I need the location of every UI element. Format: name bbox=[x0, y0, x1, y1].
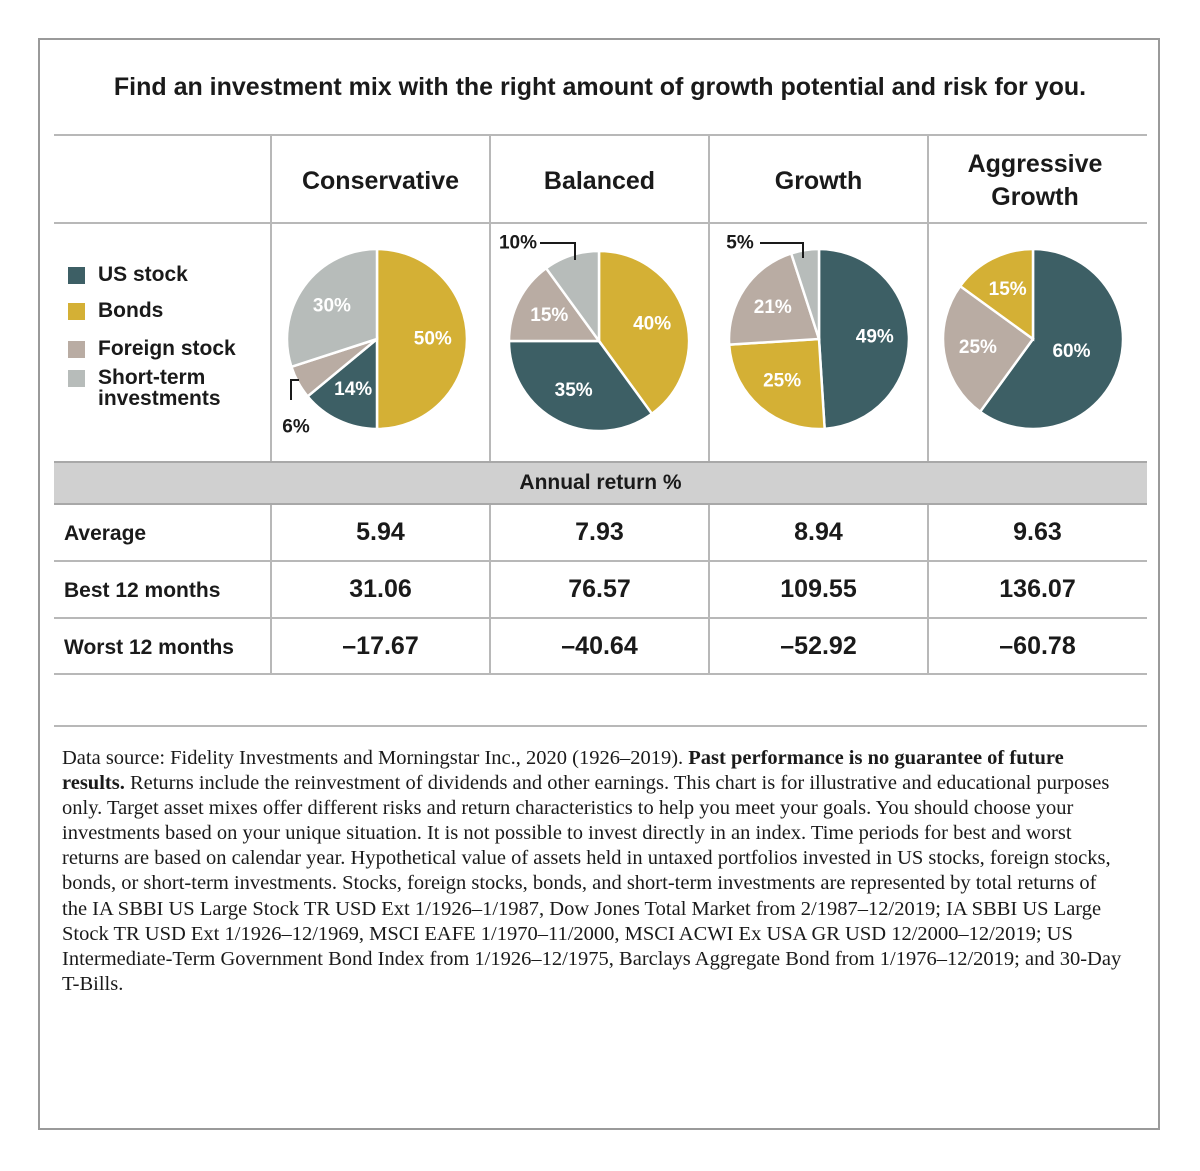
legend-item-us-stock: US stock bbox=[68, 264, 188, 285]
column-header-balanced: Balanced bbox=[543, 167, 656, 195]
column-header-conservative: Conservative bbox=[301, 167, 460, 195]
slice-label: 6% bbox=[282, 417, 310, 438]
cell-worst-growth: –52.92 bbox=[780, 632, 857, 660]
cell-best-balanced: 76.57 bbox=[568, 575, 631, 603]
slice-label: 49% bbox=[856, 327, 894, 348]
legend-swatch-bonds bbox=[68, 303, 85, 320]
footnote-text-2: Returns include the reinvestment of divi… bbox=[62, 772, 1122, 995]
grid-col-divider-1 bbox=[270, 134, 272, 461]
pie-slice-bonds bbox=[597, 249, 691, 416]
row-label-best-12-months: Best 12 months bbox=[64, 579, 221, 602]
footnote-bold: Past performance is no guarantee of futu… bbox=[62, 747, 1064, 795]
footnote: Data source: Fidelity Investments and Mo… bbox=[62, 746, 1122, 997]
pie-slice-us-stock bbox=[507, 339, 654, 433]
cell-worst-aggressive-growth: –60.78 bbox=[999, 632, 1076, 660]
slice-label: 10% bbox=[499, 233, 537, 254]
legend-swatch-foreign-stock bbox=[68, 341, 85, 358]
legend-item-foreign-stock: Foreign stock bbox=[68, 338, 236, 359]
slice-label: 60% bbox=[1052, 341, 1090, 362]
chart-frame bbox=[38, 38, 1160, 1130]
pie-slice-foreign-stock bbox=[941, 284, 1035, 414]
pie-slice-short-term bbox=[789, 247, 821, 340]
cell-average-aggressive-growth: 9.63 bbox=[1013, 518, 1062, 546]
slice-label: 35% bbox=[555, 380, 593, 401]
grid-col-divider-3 bbox=[708, 134, 710, 461]
slice-label: 40% bbox=[633, 313, 671, 334]
pie-charts: 50% 14% 6% 30% 40% 35% 15% 10% 49% 25% 21% 5% 60% 25%… bbox=[282, 233, 1125, 438]
pie-slice-us-stock bbox=[978, 247, 1125, 431]
pie-slice-foreign-stock bbox=[507, 266, 602, 343]
pie-growth: 49% 25% 21% 5% bbox=[726, 233, 911, 431]
slice-label: 14% bbox=[334, 379, 372, 400]
legend-label: Bonds bbox=[98, 299, 164, 322]
grid-col-divider-4 bbox=[927, 134, 929, 461]
cell-worst-conservative: –17.67 bbox=[342, 632, 419, 660]
grid-col-divider-2 bbox=[489, 134, 491, 461]
slice-label: 5% bbox=[726, 233, 754, 254]
pie-conservative: 50% 14% 6% 30% bbox=[282, 247, 469, 438]
chart-title: Find an investment mix with the right am… bbox=[113, 73, 1087, 101]
legend-label: Short-term investments bbox=[98, 366, 221, 410]
slice-label: 25% bbox=[959, 337, 997, 358]
grid-col-divider-7 bbox=[708, 505, 710, 674]
legend-item-short-term: Short-term investments bbox=[68, 367, 258, 409]
grid-col-divider-5 bbox=[270, 505, 272, 674]
cell-average-balanced: 7.93 bbox=[575, 518, 624, 546]
grid-line-row-2 bbox=[54, 617, 1147, 619]
grid-line-row-1 bbox=[54, 560, 1147, 562]
column-header-aggressive-growth: Aggressive Growth bbox=[967, 150, 1103, 211]
legend-swatch-short-term bbox=[68, 370, 85, 387]
legend-label: US stock bbox=[98, 263, 188, 286]
pie-aggressive-growth: 60% 25% 15% bbox=[941, 247, 1125, 431]
grid-line-row-3 bbox=[54, 673, 1147, 675]
legend-label: Foreign stock bbox=[98, 337, 236, 360]
pie-slice-bonds bbox=[375, 247, 469, 431]
slice-label: 15% bbox=[530, 305, 568, 326]
pie-slice-bonds bbox=[727, 337, 826, 431]
cell-best-aggressive-growth: 136.07 bbox=[999, 575, 1076, 603]
column-header-growth: Growth bbox=[774, 167, 863, 195]
slice-label: 25% bbox=[763, 370, 801, 391]
cell-best-growth: 109.55 bbox=[780, 575, 857, 603]
row-label-worst-12-months: Worst 12 months bbox=[64, 636, 234, 659]
slice-leader-line bbox=[540, 242, 576, 260]
pie-slice-foreign-stock bbox=[727, 251, 821, 346]
cell-best-conservative: 31.06 bbox=[349, 575, 412, 603]
slice-label: 50% bbox=[414, 329, 452, 350]
grid-line-header bbox=[54, 222, 1147, 224]
grid-col-divider-6 bbox=[489, 505, 491, 674]
pie-slice-short-term bbox=[544, 249, 601, 345]
pie-slice-us-stock bbox=[305, 336, 379, 431]
footnote-text-1: Data source: Fidelity Investments and Mo… bbox=[62, 747, 689, 769]
legend-swatch-us-stock bbox=[68, 267, 85, 284]
pie-slice-us-stock bbox=[817, 247, 911, 431]
legend-item-bonds: Bonds bbox=[68, 300, 163, 321]
pie-slice-short-term bbox=[285, 247, 379, 369]
grid-line-footnote bbox=[54, 725, 1147, 727]
pie-balanced: 40% 35% 15% 10% bbox=[499, 233, 691, 433]
cell-average-growth: 8.94 bbox=[794, 518, 843, 546]
annual-return-band: Annual return % bbox=[54, 461, 1147, 505]
slice-label: 21% bbox=[754, 297, 792, 318]
cell-average-conservative: 5.94 bbox=[356, 518, 405, 546]
slice-label: 15% bbox=[989, 279, 1027, 300]
grid-line-top bbox=[54, 134, 1147, 136]
cell-worst-balanced: –40.64 bbox=[561, 632, 638, 660]
slice-leader-line bbox=[290, 379, 299, 400]
grid-col-divider-8 bbox=[927, 505, 929, 674]
slice-label: 30% bbox=[313, 296, 351, 317]
row-label-average: Average bbox=[64, 522, 147, 545]
pie-slice-bonds bbox=[958, 247, 1035, 342]
slice-leader-line bbox=[760, 242, 804, 258]
